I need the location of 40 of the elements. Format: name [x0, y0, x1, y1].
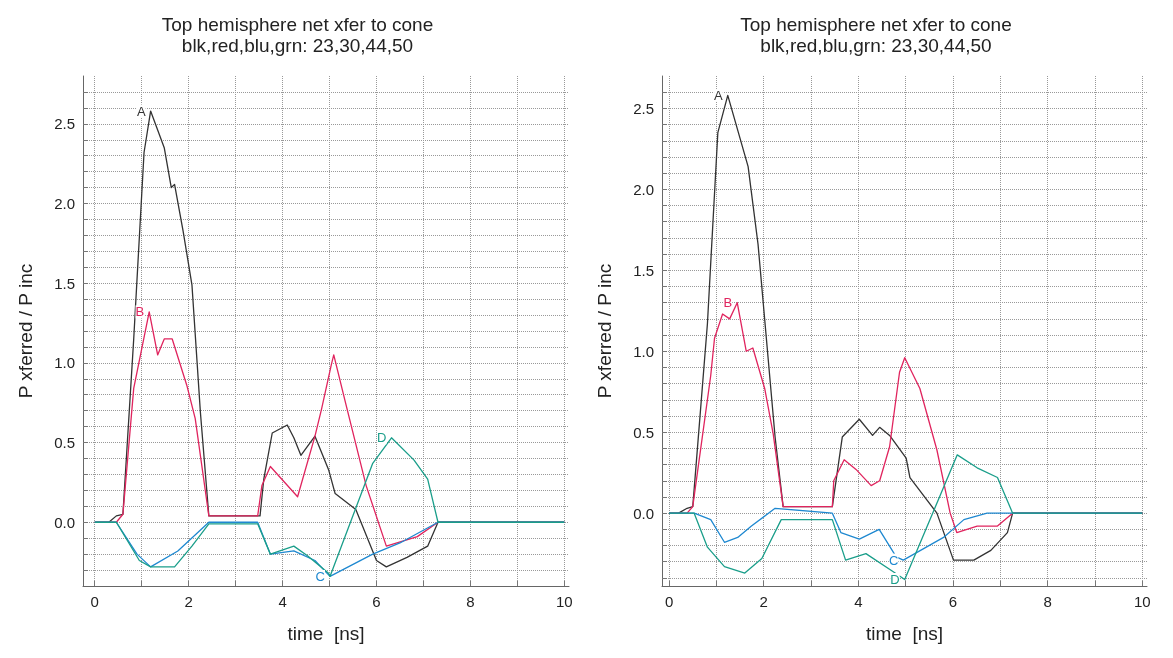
x-axis-title: time [ns]	[287, 623, 365, 644]
chart-subtitle: blk,red,blu,grn: 23,30,44,50	[760, 35, 992, 56]
x-axis-title: time [ns]	[865, 623, 944, 644]
series-label: A	[136, 103, 146, 119]
y-tick-label: 0.5	[54, 434, 75, 452]
x-tick-label: 6	[372, 593, 381, 610]
x-tick-label: 6	[948, 593, 958, 610]
series-label: C	[888, 552, 899, 568]
series-label: D	[890, 572, 900, 588]
y-tick-label: 2.0	[54, 195, 75, 212]
y-tick-label: 1.5	[54, 274, 75, 292]
y-axis-title: P xferred / P inc	[594, 263, 615, 399]
x-tick-label: 8	[1043, 593, 1052, 610]
y-tick-label: 2.0	[633, 180, 654, 198]
series-label: A	[714, 87, 724, 103]
x-tick-label: 10	[555, 593, 573, 610]
x-tick-label: 8	[466, 593, 475, 610]
y-tick-label: 0.0	[633, 504, 654, 522]
chart-title: Top hemisphere net xfer to cone	[161, 14, 434, 35]
chart-subtitle: blk,red,blu,grn: 23,30,44,50	[181, 35, 414, 56]
x-tick-label: 10	[1133, 593, 1151, 610]
x-tick-label: 0	[664, 593, 674, 610]
y-tick-label: 2.5	[54, 115, 75, 133]
y-tick-label: 0.0	[54, 513, 75, 531]
series-label: D	[377, 430, 387, 446]
chart-title: Top hemisphere net xfer to cone	[740, 14, 1012, 35]
y-tick-label: 1.0	[54, 354, 75, 372]
series-label: B	[723, 295, 733, 311]
x-tick-label: 2	[184, 593, 193, 610]
y-axis-title: P xferred / P inc	[15, 263, 36, 399]
series-label: C	[315, 568, 325, 584]
series-label: B	[135, 304, 145, 320]
y-tick-label: 0.5	[633, 423, 654, 441]
y-tick-label: 1.0	[633, 342, 654, 360]
x-tick-label: 2	[759, 593, 768, 610]
y-tick-label: 2.5	[633, 99, 654, 117]
y-tick-label: 1.5	[633, 261, 654, 279]
x-tick-label: 4	[854, 593, 863, 610]
x-tick-label: 4	[278, 593, 287, 610]
x-tick-label: 0	[90, 593, 99, 610]
